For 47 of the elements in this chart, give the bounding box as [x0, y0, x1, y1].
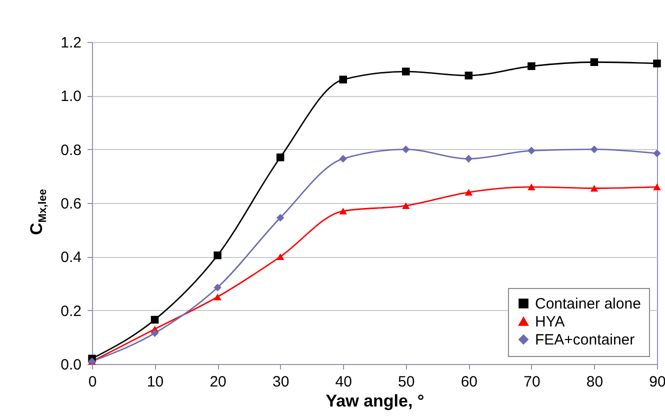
x-tick-label: 10 [146, 374, 164, 390]
point [214, 284, 222, 292]
point [653, 184, 661, 190]
point [214, 251, 222, 260]
point [276, 154, 284, 162]
point [150, 316, 159, 324]
legend-label: Container alone [535, 296, 641, 312]
x-tick-label: 80 [586, 374, 604, 390]
point [653, 149, 661, 158]
x-tick-label: 60 [460, 374, 478, 390]
point [464, 154, 473, 163]
point [528, 184, 536, 190]
point [528, 62, 536, 70]
x-axis-title: Yaw angle, ° [326, 392, 424, 410]
x-tick-label: 0 [88, 374, 97, 390]
x-tick-label: 50 [398, 374, 415, 390]
point [528, 146, 536, 155]
point [590, 184, 598, 192]
x-tick-label: 70 [524, 374, 540, 390]
y-tick-label: 0.2 [60, 302, 82, 320]
legend-label: HYA [535, 314, 565, 330]
point [402, 202, 410, 210]
y-tick-label: 0.8 [60, 142, 82, 159]
point [464, 188, 473, 196]
y-tick-label: 0.4 [60, 249, 82, 266]
x-tick-label: 90 [649, 374, 665, 390]
point [150, 329, 159, 338]
point [653, 60, 661, 68]
legend-label: FEA+container [535, 332, 635, 348]
point [590, 145, 598, 154]
x-tick-label: 30 [272, 374, 290, 390]
y-tick-label: 1.0 [60, 88, 82, 106]
point [276, 253, 284, 260]
y-tick-label: 1.2 [60, 34, 82, 52]
point [402, 145, 410, 154]
point [214, 294, 222, 300]
point [339, 76, 347, 84]
point [590, 58, 598, 66]
point [276, 214, 284, 222]
point [339, 208, 347, 214]
point [339, 154, 347, 163]
x-tick-label: 40 [335, 374, 352, 390]
y-tick-label: 0.6 [60, 196, 82, 212]
point [402, 68, 410, 76]
point [464, 72, 473, 80]
x-tick-label: 20 [210, 374, 226, 390]
y-tick-label: 0.0 [60, 356, 82, 374]
